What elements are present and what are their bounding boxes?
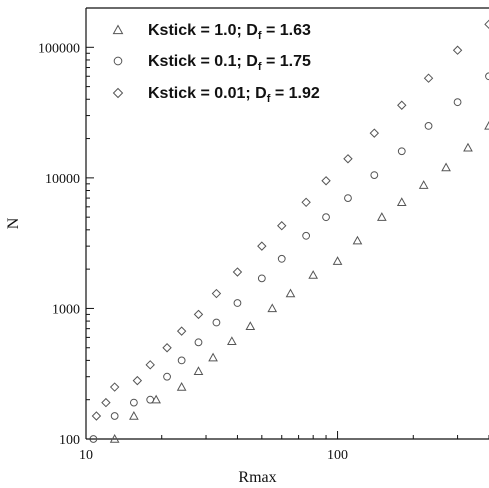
data-point — [245, 321, 256, 330]
data-point — [302, 231, 311, 240]
legend-marker-diamond — [112, 87, 124, 99]
data-point — [162, 343, 172, 353]
data-point — [176, 382, 187, 391]
series-circle — [89, 72, 489, 443]
data-point — [441, 162, 451, 172]
data-point — [332, 256, 343, 265]
y-axis-label: N — [5, 217, 22, 229]
data-point — [484, 19, 489, 30]
data-point — [370, 171, 379, 180]
data-point — [145, 360, 155, 370]
data-point — [129, 410, 139, 420]
data-point — [369, 128, 380, 138]
data-point — [418, 180, 429, 189]
x-tick-label: 10 — [79, 448, 93, 463]
data-point — [110, 412, 119, 420]
series-triangle — [109, 120, 489, 443]
data-point — [177, 356, 186, 365]
data-point — [485, 72, 489, 81]
data-point — [193, 366, 204, 376]
data-point — [423, 73, 434, 83]
data-point — [397, 147, 406, 156]
data-point — [232, 267, 243, 277]
data-point — [109, 433, 120, 443]
legend: Kstick = 1.0; Df = 1.63 Kstick = 0.1; Df … — [112, 22, 320, 105]
data-point — [208, 352, 218, 362]
data-point — [211, 288, 222, 299]
data-point — [301, 197, 311, 208]
data-point — [352, 235, 363, 245]
data-point — [308, 270, 319, 279]
data-point — [257, 274, 266, 283]
data-point — [193, 309, 204, 320]
data-point — [322, 213, 330, 222]
data-point — [343, 154, 353, 164]
data-markers — [89, 19, 489, 443]
data-point — [463, 142, 473, 152]
y-tick-label: 100000 — [38, 41, 80, 56]
legend-entry-label: Kstick = 1.0; Df = 1.63 — [148, 22, 311, 42]
data-point — [151, 394, 161, 404]
data-point — [163, 372, 171, 381]
data-point — [233, 299, 242, 307]
y-tick-label: 10000 — [45, 172, 80, 187]
data-point — [129, 398, 138, 407]
data-point — [212, 318, 221, 327]
data-point — [344, 194, 352, 202]
data-point — [277, 221, 287, 231]
axis-ticks — [85, 7, 489, 440]
x-axis-label: Rmax — [238, 469, 276, 486]
legend-marker-circle — [113, 56, 123, 66]
data-point — [285, 288, 296, 298]
data-point — [109, 382, 120, 392]
data-point — [484, 120, 489, 130]
data-point — [452, 45, 463, 55]
data-point — [376, 212, 387, 221]
legend-marker-triangle — [112, 24, 124, 35]
data-point — [257, 241, 267, 251]
data-point — [321, 176, 331, 186]
data-point — [91, 411, 102, 421]
data-point — [146, 395, 155, 404]
data-point — [132, 375, 143, 386]
data-point — [453, 98, 462, 107]
y-tick-label: 1000 — [52, 302, 80, 317]
data-point — [424, 122, 433, 130]
y-tick-label: 100 — [59, 433, 80, 448]
data-point — [101, 397, 111, 408]
series-diamond — [91, 19, 489, 421]
data-point — [397, 100, 407, 110]
data-point — [226, 336, 237, 346]
legend-entry-label: Kstick = 0.1; Df = 1.75 — [148, 53, 311, 73]
data-point — [194, 338, 203, 347]
data-point — [267, 303, 278, 313]
data-point — [277, 254, 286, 263]
data-point — [396, 197, 407, 206]
data-point — [176, 326, 187, 336]
x-tick-label: 100 — [327, 448, 348, 463]
legend-entry-label: Kstick = 0.01; Df = 1.92 — [148, 85, 320, 105]
plot-frame — [85, 7, 489, 440]
